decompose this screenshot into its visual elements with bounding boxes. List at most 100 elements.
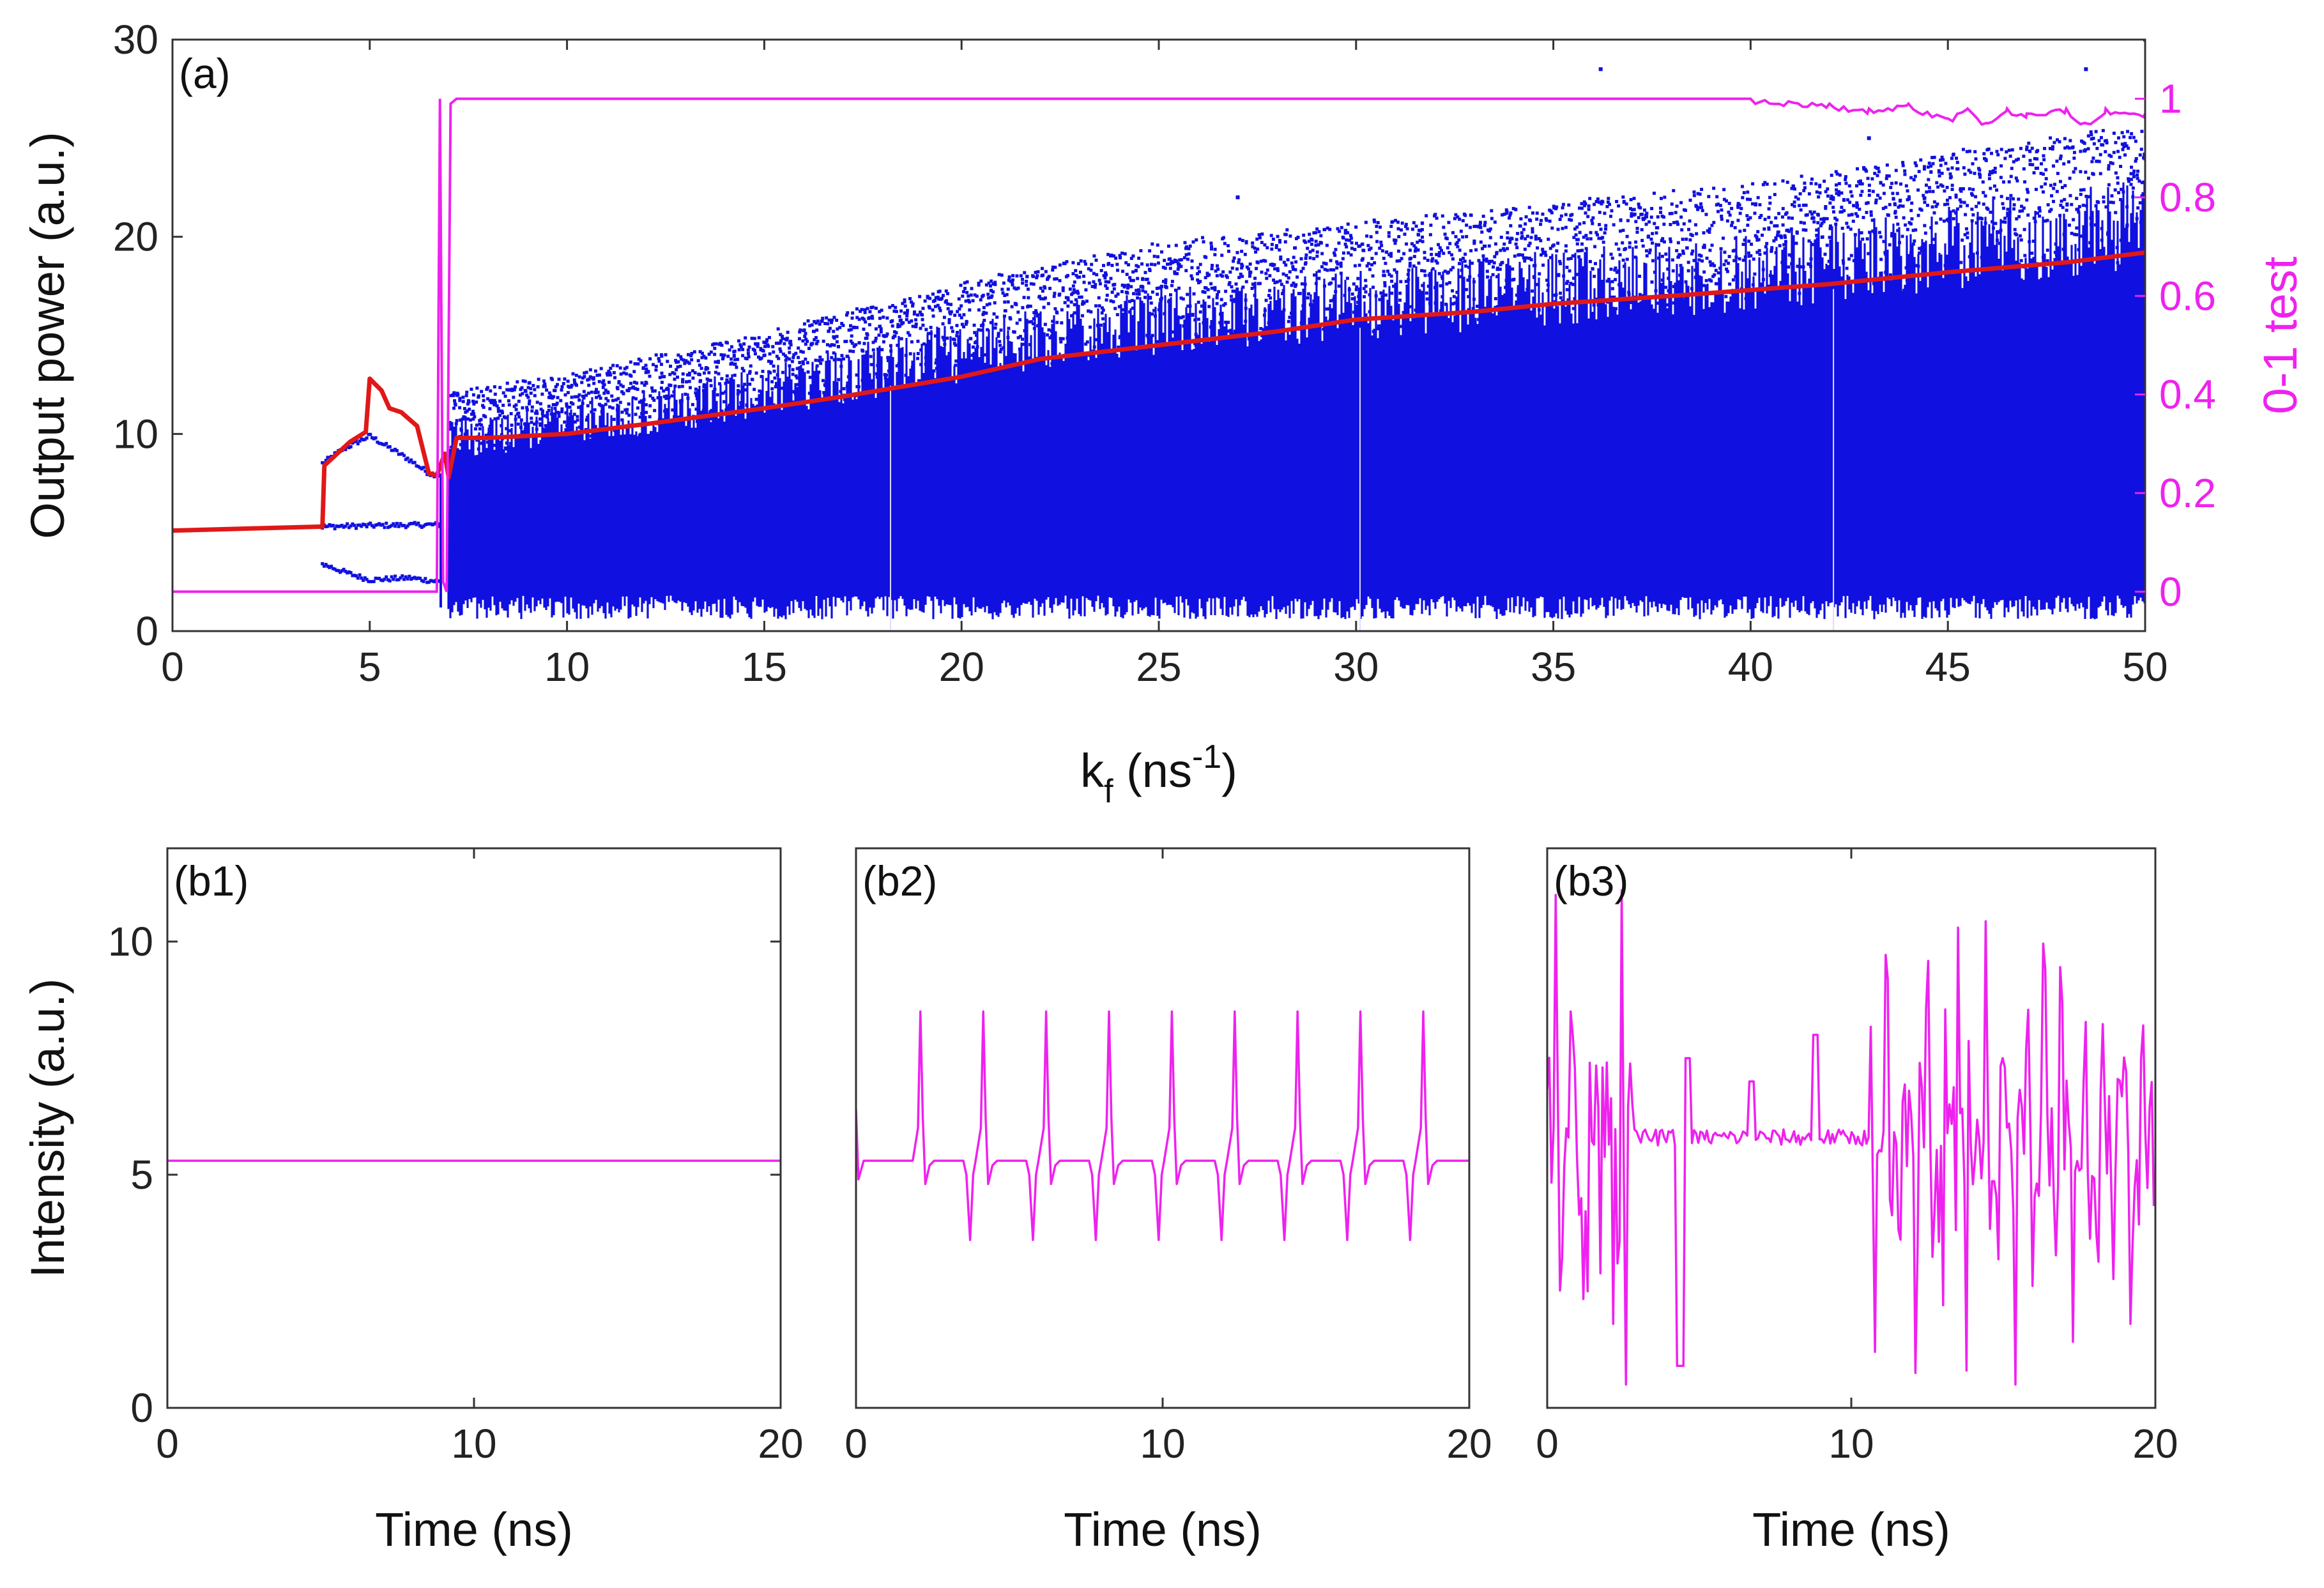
scatter-point [962,313,966,317]
scatter-point [1485,270,1489,273]
scatter-point [1461,219,1465,223]
scatter-point [1435,252,1439,256]
scatter-point [1575,225,1579,229]
scatter-point [1187,247,1191,250]
scatter-point [622,392,625,395]
scatter-point [1770,248,1773,252]
scatter-point [1442,252,1446,256]
scatter-point [1940,155,1944,159]
scatter-point [862,342,866,346]
scatter-point [1641,217,1645,220]
scatter-point [431,523,434,527]
scatter-point [1213,253,1217,257]
scatter-point [1377,324,1380,328]
scatter-point [1190,266,1194,270]
scatter-point [1451,302,1455,306]
scatter-point [1021,337,1025,341]
scatter-point [1014,303,1018,307]
scatter-point [1971,193,1975,197]
scatter-point [2003,220,2007,224]
scatter-point [472,412,476,416]
scatter-point [1435,261,1439,265]
scatter-point [1296,235,1300,239]
scatter-point [1313,231,1317,234]
scatter-point [1878,196,1882,200]
scatter-point [1016,310,1020,314]
scatter-point [451,393,455,397]
scatter-point [1948,176,1952,179]
scatter-point [1992,196,1996,200]
scatter-point [1756,195,1760,199]
scatter-point [896,324,900,328]
scatter-point [620,390,624,393]
scatter-point [1239,272,1242,276]
scatter-point [555,401,559,405]
scatter-point [1931,190,1935,194]
scatter-point [852,349,855,353]
scatter-point [576,418,579,422]
scatter-point [1444,236,1448,240]
scatter-point [627,386,631,390]
scatter-point [1793,187,1796,191]
scatter-point [1632,213,1636,217]
scatter-point [957,297,961,301]
scatter-point [648,374,652,378]
x-tick-label: 35 [1531,644,1576,690]
scatter-point [1458,262,1462,266]
scatter-point [1852,204,1856,208]
scatter-point [1758,203,1762,207]
scatter-point [1934,221,1938,225]
scatter-point [1151,312,1154,316]
scatter-point [324,459,328,462]
scatter-point [1828,201,1832,205]
scatter-point [756,344,760,348]
scatter-point [1417,261,1421,265]
scatter-point [783,342,786,346]
scatter-point [1421,235,1425,239]
scatter-point [777,356,781,360]
scatter-point [563,393,567,397]
scatter-point [1660,254,1664,258]
scatter-point [1785,180,1789,184]
scatter-point [1647,251,1651,255]
scatter-point [1228,281,1232,285]
scatter-point [1276,268,1280,272]
scatter-point [1648,248,1652,252]
scatter-point [1072,288,1076,292]
scatter-point [813,319,816,323]
scatter-point [2095,200,2099,204]
scatter-point [1531,230,1534,234]
scatter-point [1025,279,1028,283]
scatter-point [1317,230,1321,234]
scatter-point [1922,165,1926,169]
scatter-point [1787,253,1791,257]
scatter-point [1013,286,1016,290]
scatter-point [1547,238,1550,241]
scatter-point [1989,210,1992,214]
scatter-point [1423,250,1426,254]
scatter-point [1866,201,1870,204]
scatter-point [969,293,973,297]
scatter-point [1382,273,1386,277]
scatter-point [644,363,648,367]
scatter-point [977,308,981,312]
scatter-point [2062,162,2066,166]
scatter-point [1850,194,1854,198]
scatter-point [623,367,627,370]
scatter-point [1241,286,1245,289]
scatter-point [409,521,413,525]
scatter-point [613,376,617,379]
scatter-point [814,336,818,340]
scatter-point [1151,290,1154,294]
scatter-point [1645,254,1649,257]
scatter-point [394,447,397,451]
scatter-point [602,379,606,383]
scatter-point [1877,170,1881,174]
scatter-point [1518,224,1522,228]
scatter-point [2065,208,2068,212]
scatter-point [597,379,601,383]
scatter-point [1055,277,1059,281]
scatter-point [1095,338,1099,342]
x-tick-label: 30 [1333,644,1379,690]
scatter-point [747,355,751,359]
